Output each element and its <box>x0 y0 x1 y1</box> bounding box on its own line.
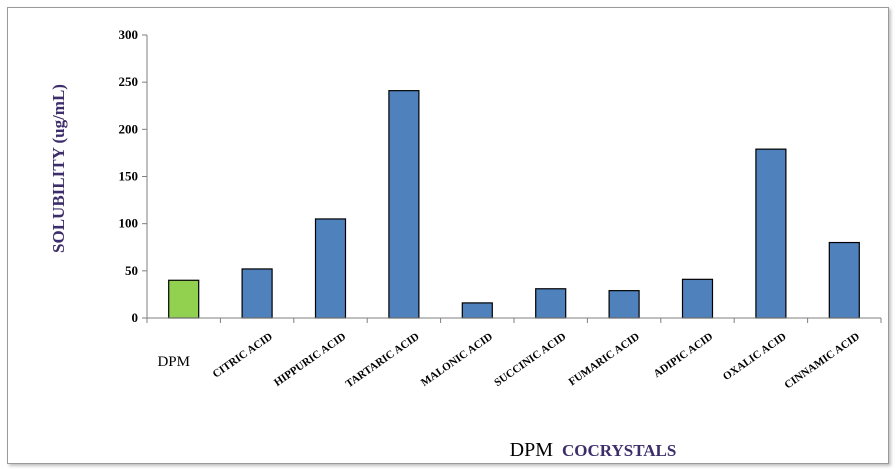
bar-succinic-acid <box>535 288 567 319</box>
bar-malonic-acid <box>461 302 493 319</box>
x-axis-title-prefix: DPM <box>510 439 554 461</box>
x-tick-label: DPM <box>157 354 190 370</box>
y-axis-title: SOLUBILITY (ug/mL) <box>49 84 68 253</box>
y-tick-label: 150 <box>119 169 139 184</box>
y-tick-label: 100 <box>119 216 139 231</box>
x-tick-label: SUCCINIC ACID <box>492 331 568 389</box>
bar-citric-acid <box>241 268 273 319</box>
bar-oxalic-acid <box>755 148 787 319</box>
x-tick-label: CITRIC ACID <box>211 331 275 381</box>
y-tick-label: 250 <box>119 74 139 89</box>
x-tick-label: ADIPIC ACID <box>652 331 716 381</box>
x-tick-label: HIPPURIC ACID <box>272 331 348 389</box>
x-axis-title-main: COCRYSTALS <box>562 441 676 460</box>
y-axis-ticks: 0 50 100 150 200 250 300 <box>119 27 882 325</box>
x-tick-label: TARTARIC ACID <box>344 331 422 391</box>
bar-chart: 0 50 100 150 200 250 300 DPM CITRIC ACIDHIPPURI… <box>49 27 882 461</box>
bar-tartaric-acid <box>388 90 420 319</box>
x-tick-label: MALONIC ACID <box>419 331 495 389</box>
chart-frame: 0 50 100 150 200 250 300 DPM CITRIC ACID HIPPURI… <box>7 7 889 464</box>
y-tick-label: 300 <box>119 27 139 42</box>
y-tick-label: 0 <box>132 310 139 325</box>
bar-fumaric-acid <box>608 290 640 319</box>
bar-cinnamic-acid <box>828 241 860 319</box>
y-tick-label: 200 <box>119 121 139 136</box>
bar-dpm <box>168 279 200 319</box>
bar-hippuric-acid <box>314 218 347 319</box>
x-tick-label: FUMARIC ACID <box>567 331 642 389</box>
x-tick-label: OXALIC ACID <box>721 331 789 383</box>
x-tick-label: CINNAMIC ACID <box>782 331 862 392</box>
y-tick-label: 50 <box>125 263 138 278</box>
bars <box>168 90 860 319</box>
bar-adipic-acid <box>681 278 714 319</box>
x-axis-title: DPM COCRYSTALS <box>510 439 677 461</box>
